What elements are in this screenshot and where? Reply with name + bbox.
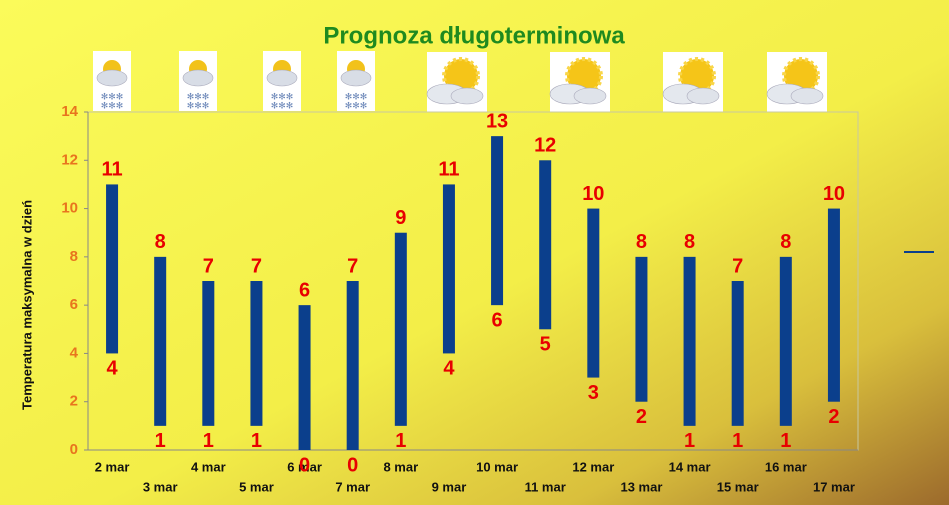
low-label: 1 — [203, 430, 214, 452]
high-label: 8 — [780, 231, 791, 253]
y-tick-label: 14 — [61, 103, 78, 120]
chart-title: Prognoza długoterminowa — [323, 22, 625, 49]
y-tick-label: 6 — [70, 296, 78, 313]
low-label: 1 — [155, 430, 166, 452]
bar — [346, 281, 359, 450]
y-tick-label: 4 — [70, 344, 79, 361]
high-label: 10 — [582, 183, 604, 205]
bar — [683, 256, 696, 426]
bar — [539, 160, 552, 330]
low-label: 1 — [395, 430, 406, 452]
x-tick-label: 17 mar — [813, 479, 855, 494]
bar — [827, 208, 840, 402]
high-label: 8 — [684, 231, 695, 253]
x-tick-label: 4 mar — [191, 459, 226, 474]
y-tick-label: 0 — [70, 441, 78, 458]
low-label: 2 — [636, 406, 647, 428]
low-label: 3 — [588, 382, 599, 404]
y-tick-label: 12 — [61, 151, 78, 168]
high-label: 8 — [155, 231, 166, 253]
bar — [442, 184, 455, 354]
high-label: 12 — [534, 135, 556, 157]
bar — [635, 256, 648, 402]
bar — [250, 281, 263, 426]
bar — [587, 208, 600, 378]
low-label: 1 — [684, 430, 695, 452]
low-label: 1 — [732, 430, 743, 452]
x-tick-label: 11 mar — [525, 479, 566, 494]
low-label: 0 — [347, 454, 358, 476]
x-tick-label: 6 mar — [287, 459, 322, 474]
x-tick-label: 5 mar — [239, 479, 274, 494]
high-label: 8 — [636, 231, 647, 253]
high-label: 7 — [347, 255, 358, 277]
x-tick-label: 2 mar — [95, 459, 130, 474]
bar — [202, 281, 215, 426]
x-tick-label: 12 mar — [572, 459, 614, 474]
low-label: 1 — [251, 430, 262, 452]
x-tick-label: 13 mar — [620, 479, 662, 494]
y-tick-label: 8 — [70, 248, 78, 265]
high-label: 7 — [732, 255, 743, 277]
low-label: 1 — [780, 430, 791, 452]
bar — [491, 136, 504, 306]
bar — [779, 256, 792, 426]
high-label: 11 — [438, 159, 459, 181]
high-label: 11 — [101, 159, 122, 181]
low-label: 6 — [492, 309, 503, 331]
low-label: 4 — [443, 358, 455, 380]
low-label: 4 — [107, 358, 119, 380]
bar — [394, 232, 407, 426]
high-label: 7 — [251, 255, 262, 277]
high-label: 13 — [486, 110, 508, 132]
low-label: 0 — [299, 454, 310, 476]
x-tick-label: 9 mar — [432, 479, 467, 494]
y-tick-label: 2 — [70, 393, 78, 410]
bar — [154, 256, 167, 426]
low-label: 5 — [540, 334, 551, 356]
high-label: 9 — [395, 207, 406, 229]
high-label: 10 — [823, 183, 845, 205]
weather-icons — [92, 50, 829, 114]
y-axis-title: Temperatura maksymalna w dzień — [19, 200, 34, 410]
x-tick-label: 7 mar — [335, 479, 370, 494]
bar — [106, 184, 119, 354]
x-tick-label: 15 mar — [717, 479, 759, 494]
bar — [731, 281, 744, 426]
x-tick-label: 8 mar — [383, 459, 418, 474]
x-tick-label: 10 mar — [476, 459, 518, 474]
x-tick-label: 16 mar — [765, 459, 807, 474]
low-label: 2 — [828, 406, 839, 428]
bar — [298, 305, 311, 450]
high-label: 6 — [299, 279, 310, 301]
x-tick-label: 3 mar — [143, 479, 178, 494]
x-tick-label: 14 mar — [669, 459, 711, 474]
y-tick-label: 10 — [61, 200, 78, 217]
high-label: 7 — [203, 255, 214, 277]
